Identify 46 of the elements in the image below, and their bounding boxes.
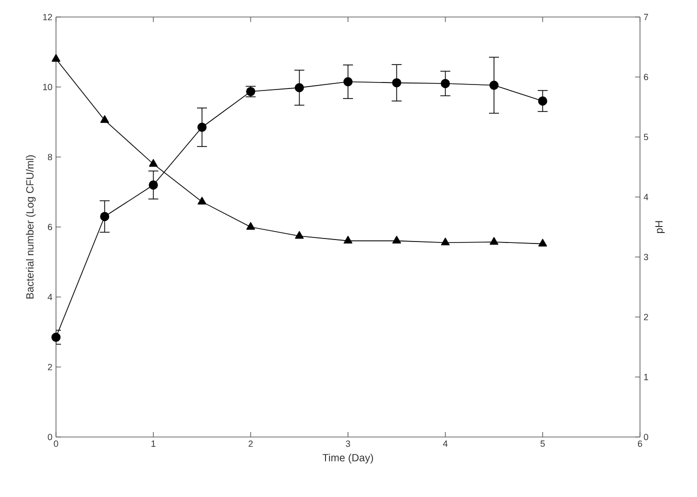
y2-tick-label: 5 (644, 134, 648, 140)
point (343, 77, 353, 86)
point (246, 222, 256, 230)
y-axis-title: Bacterial number (Log CFU/ml) (26, 155, 36, 299)
y2-tick-label: 4 (644, 194, 648, 200)
point (148, 159, 158, 167)
y-tick-label: 6 (48, 224, 52, 230)
y-tick-label: 12 (43, 14, 52, 20)
x-tick-label: 3 (346, 440, 350, 447)
point (52, 54, 60, 62)
y-tick-label: 8 (48, 154, 52, 160)
point (344, 236, 352, 244)
y-tick-label: 2 (48, 364, 52, 370)
x-tick-label: 6 (638, 440, 642, 447)
point (51, 332, 61, 342)
x-tick-label: 5 (540, 440, 545, 447)
point (148, 180, 158, 190)
y2-axis-title: pH (655, 221, 665, 234)
point (198, 196, 206, 204)
point (100, 115, 110, 123)
point (538, 238, 548, 246)
x-tick-label: 0 (54, 440, 58, 447)
point (294, 231, 304, 239)
x-tick-label: 4 (443, 440, 448, 447)
point (490, 237, 498, 245)
y-tick-label: 4 (48, 294, 52, 300)
point (440, 238, 450, 246)
y-tick-label: 10 (43, 84, 52, 90)
y2-tick-label: 6 (644, 74, 648, 80)
point (392, 78, 402, 88)
y2-tick-label: 1 (644, 374, 648, 380)
x-tick-label: 2 (248, 440, 253, 447)
point (197, 122, 207, 132)
y2-tick-label: 0 (644, 434, 648, 440)
point (489, 80, 499, 90)
y2-tick-label: 3 (644, 254, 648, 260)
point (392, 236, 402, 244)
y2-tick-label: 2 (644, 314, 648, 320)
point (440, 78, 450, 88)
point (294, 83, 304, 92)
point (538, 96, 548, 106)
y-tick-label: 0 (48, 434, 52, 440)
x-axis-title: Time (Day) (322, 454, 373, 464)
x-tick-label: 1 (152, 440, 156, 447)
point (100, 212, 110, 222)
y2-tick-label: 7 (644, 14, 648, 20)
